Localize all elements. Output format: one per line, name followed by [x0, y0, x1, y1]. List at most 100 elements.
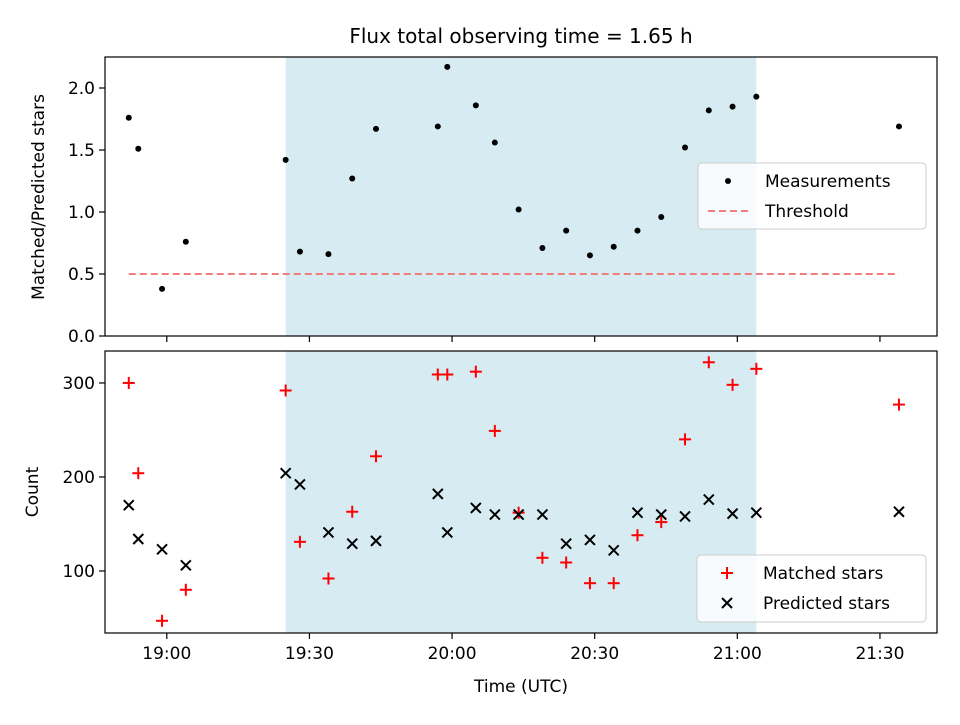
- x-tick-label: 20:30: [570, 644, 619, 664]
- matched-star-point: [512, 506, 525, 519]
- measurement-point: [182, 238, 189, 245]
- measurement-point: [472, 102, 479, 109]
- measurement-point: [372, 125, 379, 132]
- legend-predicted-marker: [721, 597, 733, 609]
- measurement-point: [125, 114, 132, 121]
- predicted-star-stroke-b: [655, 508, 667, 521]
- predicted-star-point: [512, 508, 525, 521]
- predicted-star-stroke-b: [560, 537, 572, 550]
- predicted-star-stroke-b: [750, 506, 763, 519]
- measurement-point: [753, 93, 760, 100]
- matched-star-point: [441, 368, 454, 381]
- measurement-point: [729, 103, 736, 110]
- legend-measurements-marker: [725, 178, 731, 184]
- matched-star-point: [293, 535, 306, 548]
- predicted-star-stroke-b: [584, 534, 596, 546]
- measurement-point: [539, 244, 546, 251]
- predicted-star-stroke-b: [132, 533, 144, 545]
- predicted-star-point: [156, 543, 168, 556]
- predicted-star-point: [346, 537, 358, 550]
- bottom-y-tick-label: 100: [63, 562, 95, 582]
- measurement-point: [895, 123, 902, 130]
- predicted-star-point: [608, 544, 620, 556]
- x-axis-label: Time (UTC): [473, 677, 568, 697]
- bottom-y-tick-label: 300: [63, 374, 95, 394]
- predicted-star-point: [470, 502, 482, 514]
- predicted-star-stroke-b: [123, 499, 135, 511]
- measurement-point: [434, 123, 441, 130]
- matched-star-point: [156, 614, 169, 627]
- predicted-star-stroke-b: [322, 526, 335, 539]
- predicted-star-stroke-b: [703, 493, 715, 506]
- matched-star-point: [750, 362, 763, 375]
- matched-star-point: [132, 467, 145, 480]
- bottom-shaded-interval: [285, 351, 757, 633]
- top-y-tick-label: 0.0: [68, 327, 95, 347]
- legend-predicted-label: Predicted stars: [763, 594, 890, 614]
- legend-matched-marker: [721, 567, 733, 579]
- matched-star-point: [488, 424, 501, 437]
- x-tick-label: 21:00: [713, 644, 762, 664]
- chart-title: Flux total observing time = 1.65 h: [349, 24, 692, 48]
- matched-star-point: [322, 572, 335, 585]
- predicted-star-point: [631, 506, 644, 519]
- predicted-star-point: [726, 507, 739, 520]
- predicted-star-point: [180, 559, 192, 572]
- predicted-star-point: [655, 508, 667, 521]
- predicted-star-stroke-b: [726, 507, 739, 520]
- matched-star-point: [583, 577, 596, 590]
- matched-star-point: [655, 516, 668, 529]
- predicted-star-stroke-b: [441, 526, 454, 539]
- top-y-tick-label: 0.5: [68, 265, 95, 285]
- measurement-point: [325, 251, 332, 258]
- top-y-tick-label: 2.0: [68, 79, 95, 99]
- top-y-tick-label: 1.5: [68, 141, 95, 161]
- predicted-star-point: [132, 533, 144, 545]
- predicted-star-stroke-b: [346, 537, 358, 550]
- matched-star-point: [631, 529, 644, 542]
- predicted-star-point: [432, 488, 444, 500]
- bottom-panel: 100 200 300 19:00 19:30 20:00 20:30 21:00 21:30: [63, 350, 938, 664]
- measurement-point: [634, 227, 641, 234]
- top-panel: 0.0 0.5 1.0 1.5 2.0: [68, 56, 938, 347]
- matched-star-point: [726, 378, 739, 391]
- top-y-tick-label: 1.0: [68, 203, 95, 223]
- predicted-star-point: [893, 506, 905, 518]
- legend-threshold-label: Threshold: [764, 202, 849, 222]
- matched-star-point: [607, 577, 620, 590]
- top-axes-frame: [104, 56, 938, 337]
- predicted-star-stroke-b: [294, 478, 306, 491]
- measurement-point: [586, 252, 593, 259]
- predicted-star-point: [703, 493, 715, 506]
- x-tick-label: 19:00: [142, 644, 191, 664]
- predicted-star-point: [441, 526, 454, 539]
- measurement-point: [349, 175, 356, 182]
- predicted-star-point: [322, 526, 335, 539]
- measurement-point: [296, 248, 303, 255]
- matched-star-point: [679, 433, 692, 446]
- top-shaded-interval: [285, 57, 757, 336]
- bottom-y-tick-label: 200: [63, 468, 95, 488]
- predicted-star-point: [560, 537, 572, 550]
- measurement-point: [705, 107, 712, 114]
- matched-star-point: [560, 556, 573, 569]
- predicted-star-stroke-b: [470, 502, 482, 514]
- predicted-star-point: [679, 510, 691, 523]
- x-tick-label: 19:30: [285, 644, 334, 664]
- x-tick-label: 20:00: [428, 644, 477, 664]
- predicted-star-stroke-b: [608, 544, 620, 556]
- bottom-y-axis-label: Count: [23, 466, 43, 517]
- predicted-star-stroke-b: [432, 488, 444, 500]
- top-legend-box: [697, 162, 927, 230]
- matched-star-point: [179, 583, 192, 596]
- predicted-star-point: [489, 508, 501, 521]
- bottom-legend: Matched stars Predicted stars: [696, 554, 927, 623]
- predicted-star-stroke-b: [489, 508, 501, 521]
- measurement-point: [491, 139, 498, 146]
- predicted-star-stroke-b: [370, 535, 382, 547]
- predicted-star-stroke-b: [631, 506, 644, 519]
- predicted-star-stroke-b: [180, 559, 192, 572]
- predicted-star-point: [370, 535, 382, 547]
- predicted-star-point: [750, 506, 763, 519]
